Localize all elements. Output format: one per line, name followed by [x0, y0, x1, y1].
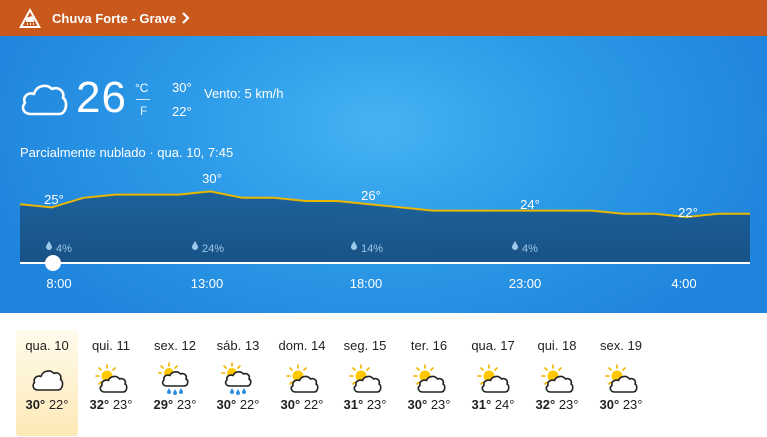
day-high: 29° [153, 397, 174, 412]
wind-speed: Vento: 5 km/h [204, 86, 284, 101]
day-card[interactable]: qui. 18 32° 23° [526, 330, 588, 436]
day-low: 23° [430, 397, 451, 412]
day-low: 22° [303, 397, 324, 412]
day-name: qua. 10 [25, 338, 69, 353]
unit-divider [136, 99, 150, 100]
day-name: sáb. 13 [216, 338, 260, 353]
day-low: 22° [239, 397, 260, 412]
day-high: 31° [471, 397, 492, 412]
day-high: 32° [535, 397, 556, 412]
day-card[interactable]: qua. 10 30° 22° [16, 330, 78, 436]
day-temps: 31° 24° [462, 397, 524, 412]
day-name: sex. 12 [154, 338, 196, 353]
day-card[interactable]: dom. 14 30° 22° [271, 330, 333, 436]
day-name: qua. 17 [471, 338, 515, 353]
rain-icon [221, 362, 252, 396]
day-card[interactable]: qui. 11 32° 23° [80, 330, 142, 436]
day-name: sex. 19 [600, 338, 642, 353]
daily-forecast-strip: qua. 10 30° 22° qui. 11 32° 23° sex. 12 … [0, 313, 767, 437]
day-high: 32° [89, 397, 110, 412]
day-low: 23° [112, 397, 133, 412]
day-name: ter. 16 [410, 338, 448, 353]
day-temps: 32° 23° [80, 397, 142, 412]
condition-and-time: Parcialmente nublado · qua. 10, 7:45 [20, 145, 234, 160]
day-low: 22° [48, 397, 69, 412]
partly-cloudy-icon [95, 364, 128, 393]
day-high: 30° [25, 397, 46, 412]
chevron-right-icon [182, 12, 190, 24]
day-name: qui. 18 [537, 338, 577, 353]
day-name: dom. 14 [278, 338, 326, 353]
day-temps: 30° 23° [590, 397, 652, 412]
day-low: 23° [622, 397, 643, 412]
day-high: 31° [343, 397, 364, 412]
unit-fahrenheit[interactable]: F [140, 104, 148, 118]
partly-cloudy-icon [349, 364, 382, 393]
day-card[interactable]: sex. 19 30° 23° [590, 330, 652, 436]
partly-cloudy-icon [541, 364, 574, 393]
day-name: seg. 15 [343, 338, 387, 353]
day-temps: 30° 22° [16, 397, 78, 412]
warning-triangle-icon [19, 8, 41, 28]
unit-celsius[interactable]: °C [135, 81, 149, 95]
day-high: 30° [280, 397, 301, 412]
day-temps: 30° 23° [398, 397, 460, 412]
day-low: 23° [176, 397, 197, 412]
day-temps: 29° 23° [144, 397, 206, 412]
rain-icon [158, 362, 189, 396]
partly-cloudy-icon [605, 364, 638, 393]
cloud-icon [32, 370, 64, 391]
day-temps: 32° 23° [526, 397, 588, 412]
weather-alert-bar[interactable]: Chuva Forte - Grave [0, 0, 767, 36]
day-temps: 30° 22° [207, 397, 269, 412]
alert-text: Chuva Forte - Grave [52, 10, 177, 26]
partly-cloudy-icon [477, 364, 510, 393]
current-weather-panel [0, 36, 767, 313]
cloud-icon [21, 84, 68, 116]
day-card[interactable]: qua. 17 31° 24° [462, 330, 524, 436]
day-card[interactable]: ter. 16 30° 23° [398, 330, 460, 436]
partly-cloudy-icon [286, 364, 319, 393]
current-temperature: 26 [76, 73, 127, 122]
day-name: qui. 11 [91, 338, 131, 353]
partly-cloudy-icon [413, 364, 446, 393]
today-low: 22° [172, 104, 192, 119]
day-card[interactable]: sáb. 13 30° 22° [207, 330, 269, 436]
day-temps: 30° 22° [271, 397, 333, 412]
today-high: 30° [172, 80, 192, 95]
day-high: 30° [599, 397, 620, 412]
day-high: 30° [216, 397, 237, 412]
day-card[interactable]: sex. 12 29° 23° [144, 330, 206, 436]
day-low: 24° [494, 397, 515, 412]
day-temps: 31° 23° [334, 397, 396, 412]
day-high: 30° [407, 397, 428, 412]
day-card[interactable]: seg. 15 31° 23° [334, 330, 396, 436]
day-low: 23° [558, 397, 579, 412]
day-low: 23° [366, 397, 387, 412]
